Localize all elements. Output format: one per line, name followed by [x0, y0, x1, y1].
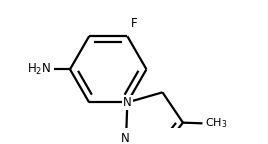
- Text: CH$_3$: CH$_3$: [205, 116, 228, 130]
- Text: H$_2$N: H$_2$N: [27, 62, 51, 77]
- Text: F: F: [131, 17, 138, 30]
- Text: N: N: [121, 132, 129, 144]
- Text: N: N: [123, 96, 132, 109]
